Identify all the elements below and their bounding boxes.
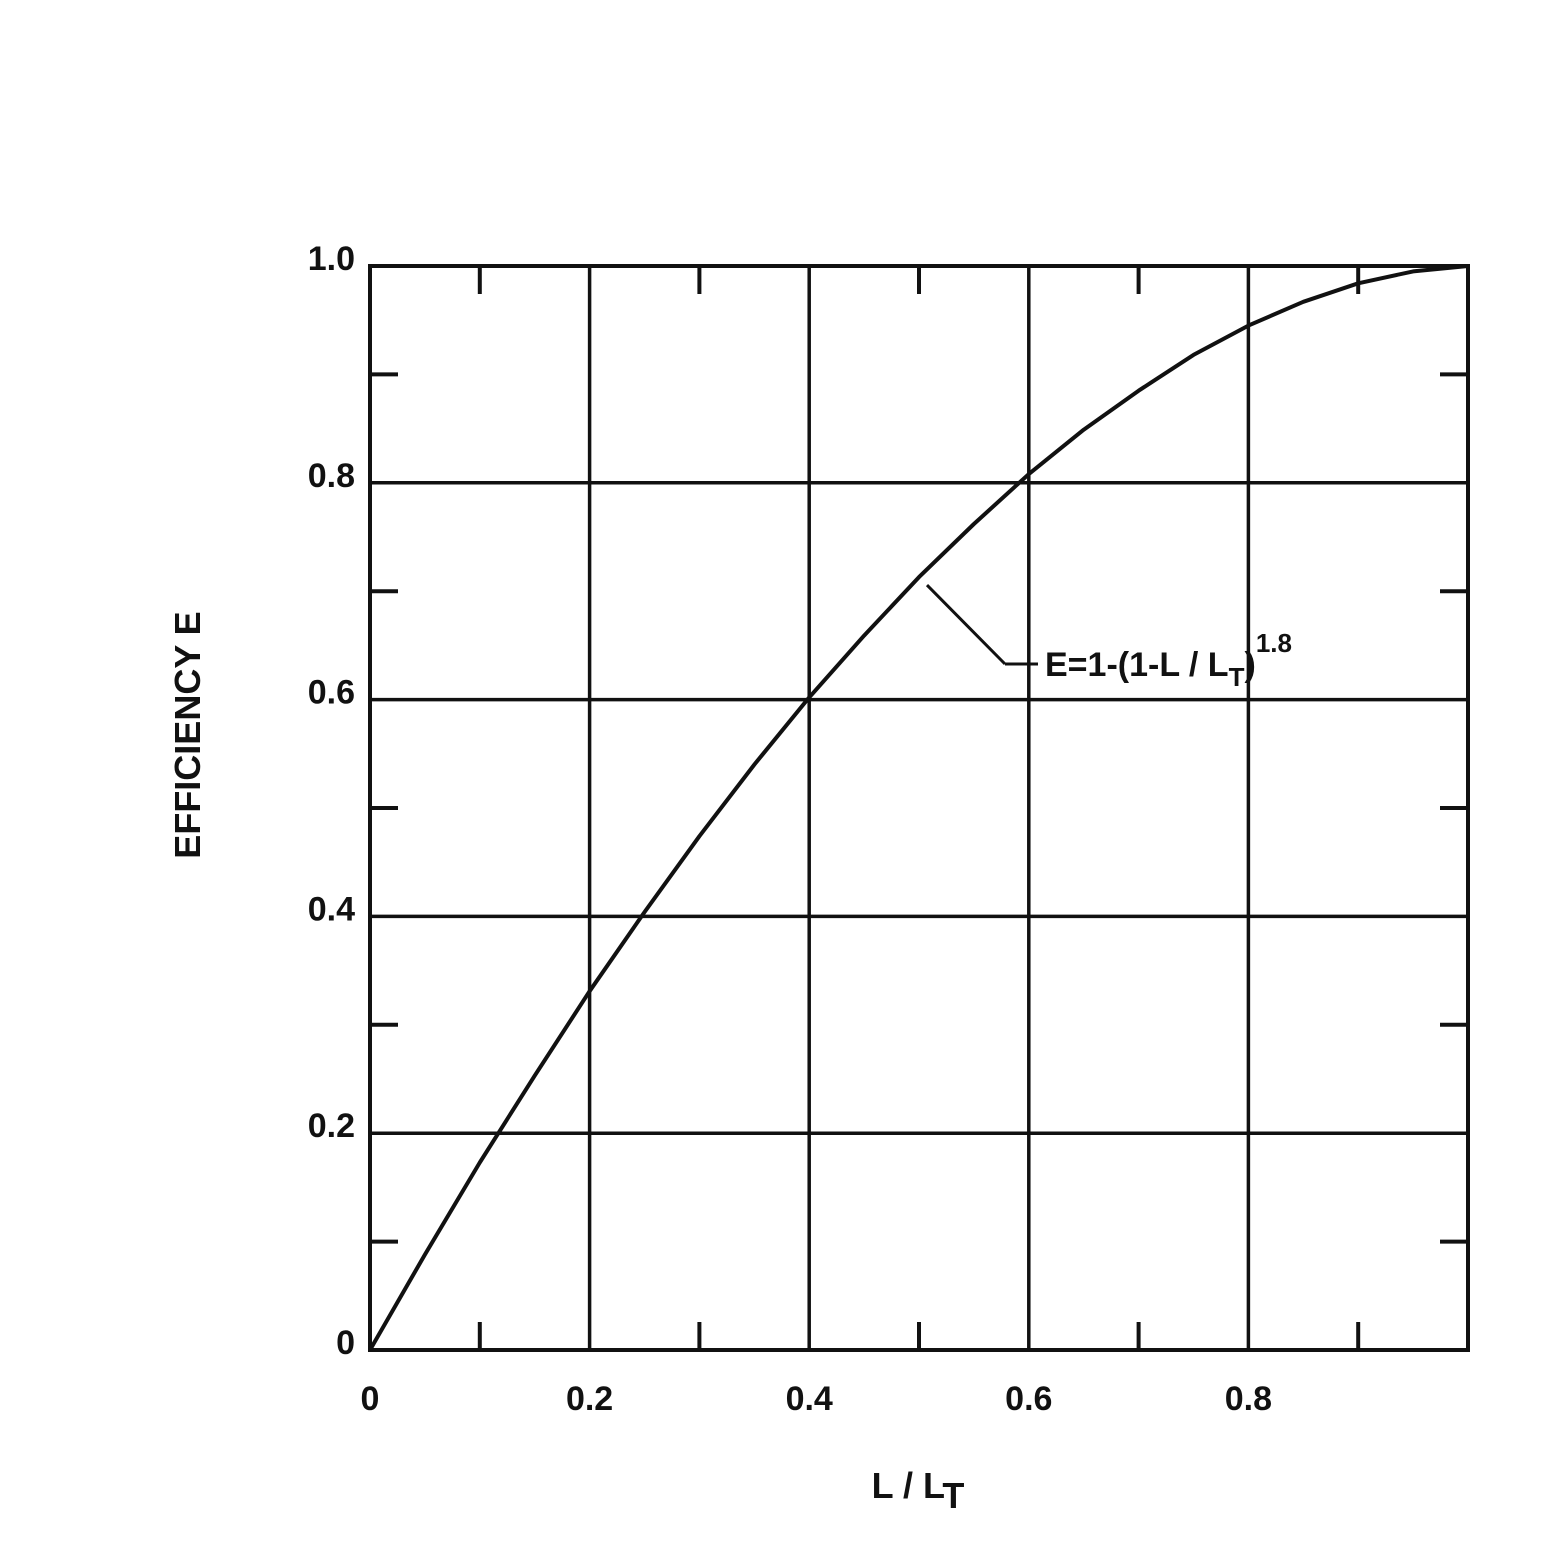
minor-ticks — [370, 266, 1468, 1350]
formula-main: E=1-(1-L / L — [1045, 646, 1229, 684]
x-axis-title-main: L / L — [872, 1465, 944, 1506]
x-axis-title-sub: T — [942, 1475, 964, 1516]
y-tick-label: 0 — [336, 1324, 355, 1362]
formula-close: ) — [1244, 646, 1255, 684]
x-tick-labels: 0 0.2 0.4 0.6 0.8 — [361, 1380, 1272, 1418]
formula-exponent: 1.8 — [1256, 628, 1292, 658]
plot-frame — [368, 264, 1470, 1352]
y-tick-label: 0.6 — [308, 674, 355, 712]
y-tick-labels: 0 0.2 0.4 0.6 0.8 1.0 — [308, 240, 355, 1362]
series-layer — [368, 264, 1469, 1351]
y-tick-label: 0.8 — [308, 457, 355, 495]
efficiency-curve — [368, 264, 1469, 1351]
grid-lines — [370, 266, 1468, 1350]
x-tick-label: 0.6 — [1005, 1380, 1052, 1418]
formula-annotation: E=1-(1-L / LT)1.8 — [1045, 628, 1292, 692]
x-tick-label: 0 — [361, 1380, 380, 1418]
y-tick-label: 0.4 — [308, 890, 355, 928]
formula-sub: T — [1229, 662, 1245, 692]
x-axis-title: L / LT — [872, 1465, 965, 1516]
x-tick-label: 0.2 — [566, 1380, 613, 1418]
y-axis-title: EFFICIENCY E — [167, 611, 208, 858]
y-tick-label: 0.2 — [308, 1107, 355, 1145]
x-tick-label: 0.8 — [1225, 1380, 1272, 1418]
annotation-leader-diagonal — [925, 584, 1007, 666]
y-tick-label: 1.0 — [308, 240, 355, 278]
x-tick-label: 0.4 — [786, 1380, 833, 1418]
